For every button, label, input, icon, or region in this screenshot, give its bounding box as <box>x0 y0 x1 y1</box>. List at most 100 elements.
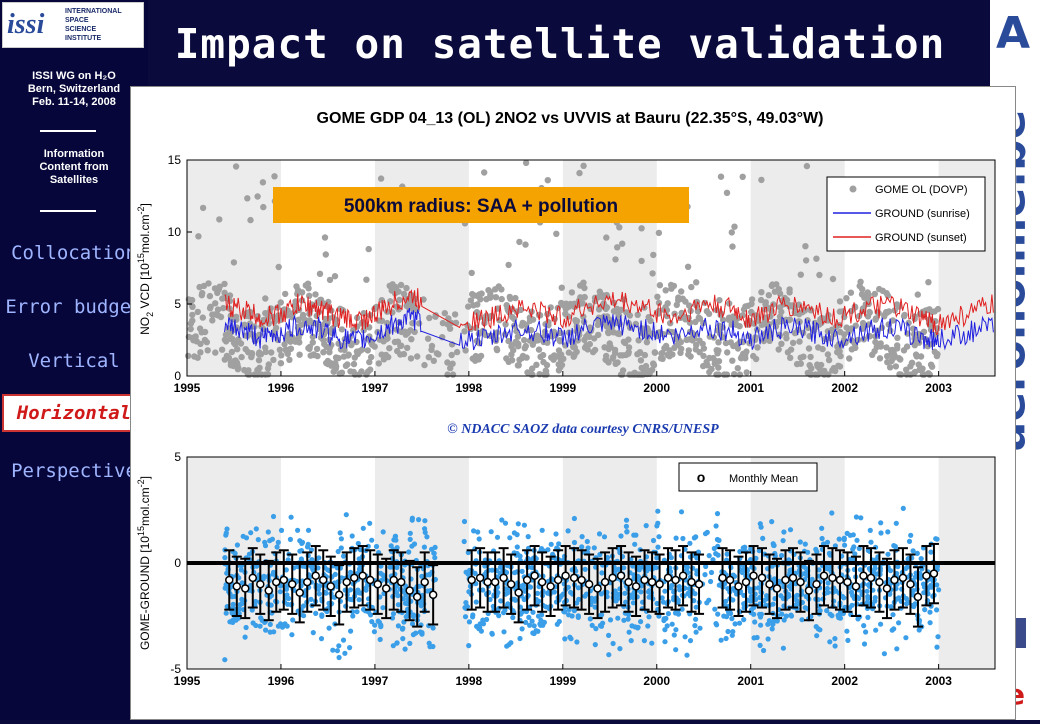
gome-point <box>550 356 557 363</box>
gome-point <box>220 304 227 312</box>
monthly-mean-point <box>804 586 814 595</box>
difference-point <box>764 596 770 602</box>
gome-point <box>386 345 393 352</box>
difference-point <box>253 526 259 532</box>
gome-point <box>729 357 736 364</box>
difference-point <box>519 626 525 632</box>
difference-point <box>675 611 682 617</box>
difference-point <box>673 535 679 541</box>
gome-point <box>439 334 446 341</box>
divider <box>40 130 96 132</box>
monthly-mean-point <box>781 575 790 585</box>
difference-point <box>310 630 316 636</box>
difference-point <box>668 555 674 561</box>
difference-point <box>786 583 793 589</box>
gome-point <box>267 305 274 312</box>
x-tick-label: 2002 <box>831 674 858 688</box>
difference-point <box>621 617 627 623</box>
nav-item-horizontal[interactable]: Horizontal <box>2 394 146 432</box>
difference-point <box>718 637 724 643</box>
difference-point <box>556 541 562 547</box>
difference-point <box>703 563 709 570</box>
difference-point <box>836 536 842 542</box>
gome-point <box>508 357 516 364</box>
monthly-mean-point <box>640 575 649 585</box>
difference-point <box>270 513 277 520</box>
gome-point <box>414 353 421 360</box>
gome-point <box>492 294 500 301</box>
gome-point <box>757 296 765 304</box>
gome-point <box>650 251 657 259</box>
difference-point <box>240 533 246 539</box>
difference-point <box>336 654 342 661</box>
top-y-axis-label: NO2 VCD [1015mol.cm-2] <box>136 203 155 335</box>
difference-point <box>662 627 668 633</box>
difference-point <box>378 624 384 630</box>
legend-label-gome: GOME OL (DOVP) <box>875 184 968 196</box>
difference-point <box>476 536 482 542</box>
difference-point <box>519 568 525 574</box>
difference-point <box>582 566 588 572</box>
gome-point <box>230 339 238 347</box>
gome-point <box>508 343 515 350</box>
gome-point <box>883 344 890 351</box>
monthly-mean-point <box>334 590 344 600</box>
monthly-mean-point <box>396 577 406 587</box>
difference-point <box>908 532 914 538</box>
gome-point <box>603 234 610 241</box>
gome-point <box>562 305 569 313</box>
legend-label-sunset: GROUND (sunset) <box>875 232 967 244</box>
gome-point <box>396 296 403 304</box>
difference-point <box>802 605 808 611</box>
nav-item-error-budget[interactable]: Error budget <box>5 296 143 318</box>
gome-point <box>473 309 481 316</box>
nav-item-vertical[interactable]: Vertical <box>28 350 120 372</box>
gome-point <box>264 371 272 378</box>
gome-point <box>825 371 832 378</box>
monthly-mean-point <box>287 579 297 589</box>
difference-point <box>625 616 631 622</box>
divider <box>40 210 96 212</box>
difference-point <box>409 517 415 523</box>
gome-point <box>415 320 423 327</box>
difference-point <box>288 514 294 520</box>
difference-point <box>829 510 835 516</box>
difference-point <box>770 601 776 607</box>
difference-point <box>936 587 942 593</box>
gome-point <box>505 261 512 269</box>
gome-point <box>451 311 459 318</box>
difference-point <box>676 584 682 590</box>
difference-point <box>601 534 608 540</box>
gome-point <box>917 353 925 360</box>
difference-point <box>685 590 691 597</box>
gome-point <box>658 350 665 357</box>
difference-point <box>265 529 271 535</box>
difference-point <box>402 646 408 652</box>
difference-point <box>868 539 874 545</box>
difference-point <box>566 612 572 618</box>
difference-point <box>687 638 694 644</box>
difference-point <box>319 612 325 618</box>
difference-point <box>393 537 399 543</box>
difference-point <box>758 622 764 628</box>
gome-point <box>571 352 578 359</box>
difference-point <box>934 644 940 650</box>
nav-item-collocation[interactable]: Collocation <box>11 242 137 264</box>
gome-point <box>739 312 746 319</box>
difference-point <box>295 527 301 533</box>
monthly-mean-point <box>241 584 250 593</box>
difference-point <box>592 598 598 604</box>
difference-point <box>708 578 714 585</box>
difference-point <box>230 601 236 608</box>
gome-point <box>836 363 844 370</box>
gome-point <box>877 340 884 347</box>
y-tick-label: 5 <box>174 450 181 464</box>
difference-point <box>283 586 290 592</box>
difference-point <box>300 603 307 609</box>
difference-point <box>847 556 854 562</box>
gome-point <box>883 309 891 316</box>
difference-point <box>760 535 766 541</box>
difference-point <box>480 587 486 593</box>
nav-item-perspective[interactable]: Perspective <box>11 460 137 482</box>
difference-point <box>756 585 762 591</box>
